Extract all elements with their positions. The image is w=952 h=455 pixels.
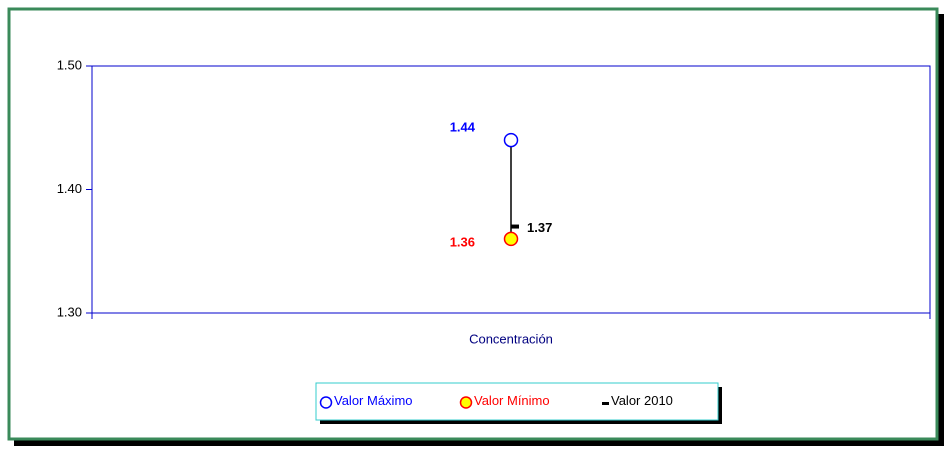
legend-label: Valor 2010 — [611, 393, 673, 408]
marker — [503, 132, 519, 148]
legend-marker — [319, 396, 333, 409]
legend-label: Valor Máximo — [334, 393, 413, 408]
legend — [315, 382, 719, 421]
y-tick-label: 1.40 — [57, 181, 82, 196]
legend-marker — [459, 396, 473, 409]
x-tick-label: Concentración — [469, 331, 553, 346]
chart-frame — [7, 7, 939, 441]
marker — [503, 231, 519, 247]
y-tick-label: 1.30 — [57, 304, 82, 319]
legend-label: Valor Mínimo — [474, 393, 550, 408]
data-label: 1.37 — [527, 220, 552, 235]
data-label: 1.44 — [450, 120, 476, 135]
data-label: 1.36 — [450, 234, 475, 249]
y-tick-label: 1.50 — [57, 57, 82, 72]
